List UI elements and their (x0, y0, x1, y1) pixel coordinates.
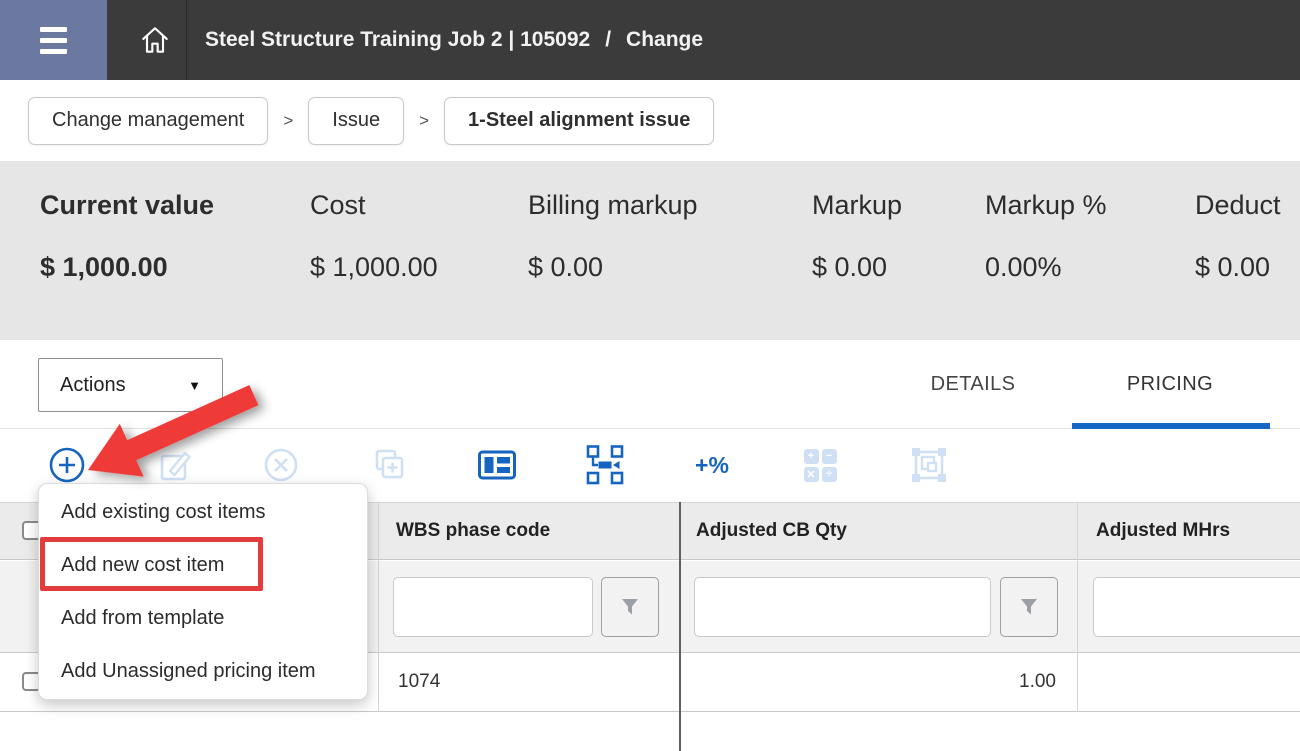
metric-billing-markup: Billing markup $ 0.00 (528, 190, 698, 283)
adjusted-cb-qty-filter-input[interactable] (694, 577, 991, 637)
dependency-button[interactable] (583, 443, 627, 487)
adjusted-mhrs-filter-input[interactable] (1093, 577, 1300, 637)
duplicate-button[interactable] (367, 443, 411, 487)
menu-item-add-new-cost-item[interactable]: Add new cost item (61, 554, 225, 576)
breadcrumb-item-change-management[interactable]: Change management (28, 96, 269, 145)
metric-markup: Markup $ 0.00 (812, 190, 902, 283)
metric-current-value: Current value $ 1,000.00 (40, 190, 214, 283)
breadcrumb-separator-icon: > (419, 110, 430, 130)
breadcrumb-item-issue[interactable]: Issue (308, 96, 405, 145)
section-title: Change (626, 28, 704, 51)
group-selection-button[interactable] (907, 443, 951, 487)
edit-icon (160, 451, 191, 481)
calculator-icon: + − ✕ ÷ (803, 448, 837, 482)
menu-item-add-unassigned-pricing-item[interactable]: Add Unassigned pricing item (61, 660, 316, 682)
active-tab-underline (1072, 423, 1270, 429)
calculator-button[interactable]: + − ✕ ÷ (798, 443, 842, 487)
metric-value: $ 1,000.00 (310, 252, 438, 282)
column-header-adjusted-cb-qty[interactable]: Adjusted CB Qty (696, 503, 847, 559)
actions-row: Actions ▼ DETAILS PRICING (0, 340, 1300, 429)
delete-icon (264, 448, 298, 482)
home-button[interactable] (124, 0, 186, 80)
page-title: Steel Structure Training Job 2 | 105092 … (205, 0, 703, 80)
metric-deduct: Deduct $ 0.00 (1195, 190, 1281, 283)
metric-value: $ 0.00 (528, 252, 604, 282)
filter-funnel-icon (1021, 599, 1037, 615)
add-percent-icon: +% (695, 451, 729, 478)
edit-button[interactable] (153, 443, 197, 487)
metric-value: $ 0.00 (1195, 252, 1271, 282)
dependency-icon (586, 445, 624, 485)
actions-button-label: Actions (60, 373, 126, 396)
column-divider-pinned (679, 502, 681, 751)
add-dropdown-menu: Add existing cost items Add new cost ite… (38, 483, 368, 700)
topbar-divider (186, 0, 187, 80)
metric-cost: Cost $ 1,000.00 (310, 190, 438, 283)
metric-value: $ 1,000.00 (40, 252, 168, 282)
tab-pricing[interactable]: PRICING (1100, 340, 1240, 428)
metric-value: $ 0.00 (812, 252, 888, 282)
metric-markup-percent: Markup % 0.00% (985, 190, 1107, 283)
metric-label: Current value (40, 190, 215, 220)
delete-button[interactable] (259, 443, 303, 487)
cell-wbs-phase-code: 1074 (398, 671, 441, 692)
hamburger-menu-button[interactable] (0, 0, 107, 80)
column-divider (1077, 502, 1078, 712)
project-title: Steel Structure Training Job 2 | 105092 (205, 28, 591, 51)
title-separator: / (605, 28, 612, 51)
metric-label: Markup % (985, 190, 1107, 220)
column-layout-button[interactable] (475, 443, 519, 487)
add-button[interactable] (45, 443, 89, 487)
column-header-wbs-phase-code[interactable]: WBS phase code (396, 503, 550, 559)
group-selection-icon (912, 448, 946, 482)
menu-item-add-existing-cost-items[interactable]: Add existing cost items (61, 501, 266, 523)
actions-dropdown-button[interactable]: Actions ▼ (38, 358, 223, 412)
breadcrumb-separator-icon: > (283, 110, 294, 130)
column-layout-icon (478, 450, 516, 480)
metric-value: 0.00% (985, 252, 1062, 282)
column-header-adjusted-mhrs[interactable]: Adjusted MHrs (1096, 503, 1230, 559)
summary-bar: Current value $ 1,000.00 Cost $ 1,000.00… (0, 161, 1300, 340)
metric-label: Markup (812, 190, 903, 220)
wbs-phase-code-filter-button[interactable] (601, 577, 659, 637)
filter-funnel-icon (622, 599, 638, 615)
metric-label: Deduct (1195, 190, 1281, 220)
duplicate-icon (375, 449, 404, 479)
column-divider (378, 502, 379, 712)
breadcrumb-item-current-issue[interactable]: 1-Steel alignment issue (444, 96, 715, 145)
metric-label: Cost (310, 190, 366, 220)
menu-item-add-from-template[interactable]: Add from template (61, 607, 225, 629)
adjusted-cb-qty-filter-button[interactable] (1000, 577, 1058, 637)
wbs-phase-code-filter-input[interactable] (393, 577, 593, 637)
topbar: Steel Structure Training Job 2 | 105092 … (0, 0, 1300, 80)
tab-details[interactable]: DETAILS (900, 340, 1046, 428)
breadcrumb: Change management > Issue > 1-Steel alig… (0, 80, 1300, 161)
metric-label: Billing markup (528, 190, 698, 220)
add-icon (49, 447, 85, 483)
cell-adjusted-cb-qty: 1.00 (1019, 671, 1056, 692)
chevron-down-icon: ▼ (188, 377, 201, 393)
add-percent-button[interactable]: +% (690, 443, 734, 487)
home-icon (142, 27, 168, 53)
